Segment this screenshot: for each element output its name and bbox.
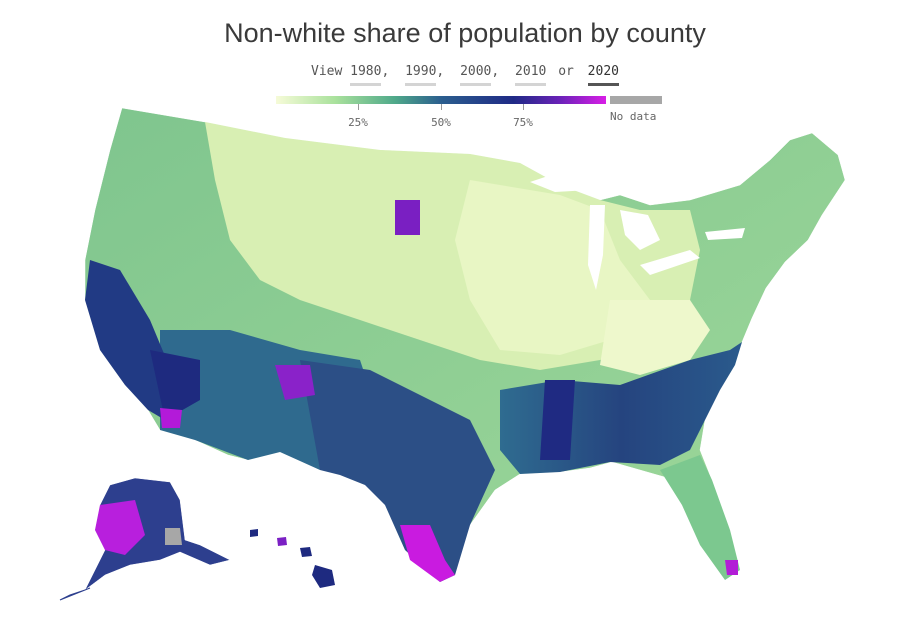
year-option-1990[interactable]: 1990 — [405, 64, 437, 86]
pine-ridge-hotspot — [395, 200, 420, 235]
lake-michigan — [588, 205, 605, 290]
year-selector: View 1980, 1990, 2000, 2010 or 2020 — [0, 64, 900, 86]
miami-hotspot — [725, 560, 738, 575]
texas-region — [300, 360, 495, 582]
rio-grande-hotspot — [400, 525, 455, 582]
legend-tick-75 — [523, 104, 524, 110]
legend-tick-label-25: 25% — [348, 116, 368, 129]
alaska-no-data-area — [165, 528, 182, 545]
alaska-magenta-area — [95, 500, 145, 555]
alaska-aleutians — [59, 587, 91, 601]
legend-tick-label-75: 75% — [513, 116, 533, 129]
legend-tick-label-50: 50% — [431, 116, 451, 129]
imperial-hotspot — [160, 408, 182, 428]
appalachia-pale-region — [600, 300, 710, 375]
legend-no-data-swatch — [610, 96, 662, 104]
florida-region — [660, 455, 740, 580]
california-region — [85, 260, 175, 420]
hawaii-oahu — [277, 537, 287, 546]
hawaii-kauai — [250, 529, 258, 537]
legend-no-data-label: No data — [610, 110, 657, 123]
year-option-2000[interactable]: 2000 — [460, 64, 492, 86]
lake-ontario — [705, 228, 745, 240]
lake-huron — [620, 210, 660, 250]
legend-gradient — [276, 96, 606, 104]
hawaii-big-island — [312, 565, 335, 588]
hawaii-maui — [300, 547, 312, 557]
southwest-deep-region — [150, 350, 200, 420]
legend-tick-25 — [358, 104, 359, 110]
year-option-1980[interactable]: 1980 — [350, 64, 382, 86]
year-option-2020[interactable]: 2020 — [587, 64, 619, 86]
year-selector-or: or — [558, 64, 574, 79]
lake-erie — [640, 250, 700, 275]
navajo-hotspot — [275, 365, 315, 400]
color-legend: 25% 50% 75% No data — [276, 96, 676, 136]
lake-superior — [530, 172, 620, 192]
map-title: Non-white share of population by county — [224, 18, 706, 48]
year-option-2010[interactable]: 2010 — [515, 64, 547, 86]
mississippi-delta-band — [540, 380, 575, 460]
legend-tick-50 — [441, 104, 442, 110]
year-selector-prefix: View — [311, 64, 343, 79]
